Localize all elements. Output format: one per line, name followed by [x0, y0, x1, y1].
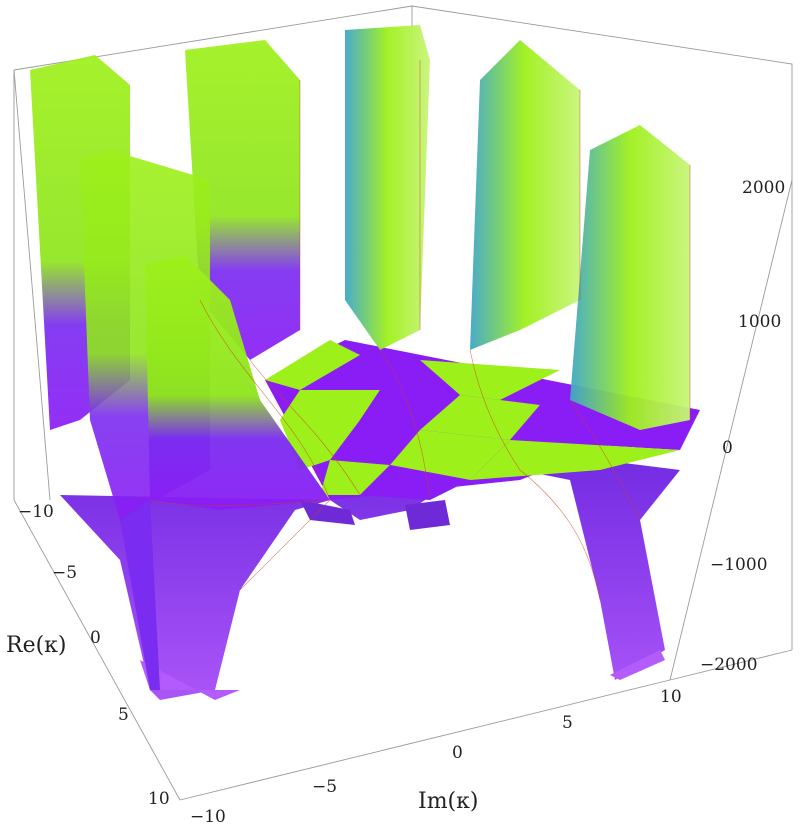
surface-mesh — [149, 60, 691, 601]
x-tick-label: −5 — [312, 777, 337, 797]
z-axis: 2000 1000 0 −1000 −2000 — [700, 178, 785, 675]
y-axis: −10 −5 0 5 10 Re(κ) — [6, 502, 170, 809]
x-tick-label: 0 — [452, 743, 463, 763]
bounding-box-front — [13, 70, 793, 801]
y-tick-label: −10 — [18, 502, 54, 522]
x-axis-label: Im(κ) — [418, 789, 478, 814]
x-tick-label: −10 — [190, 807, 226, 827]
x-axis: −10 −5 0 5 10 Im(κ) — [190, 687, 682, 827]
y-tick-label: 5 — [118, 705, 129, 725]
x-tick-label: 5 — [562, 713, 573, 733]
y-tick-label: 0 — [90, 628, 101, 648]
surface-checker-plane — [265, 340, 700, 500]
surface-upper-blades — [30, 25, 690, 690]
z-tick-label: −2000 — [700, 655, 758, 675]
surface-lower-sheet — [60, 450, 680, 700]
y-tick-label: 10 — [148, 789, 170, 809]
y-tick-label: −5 — [52, 563, 77, 583]
y-axis-label: Re(κ) — [6, 633, 67, 658]
x-tick-label: 10 — [660, 687, 682, 707]
z-tick-label: 2000 — [742, 178, 785, 198]
z-tick-label: −1000 — [710, 555, 768, 575]
z-tick-label: 1000 — [738, 312, 781, 332]
z-tick-label: 0 — [722, 438, 733, 458]
